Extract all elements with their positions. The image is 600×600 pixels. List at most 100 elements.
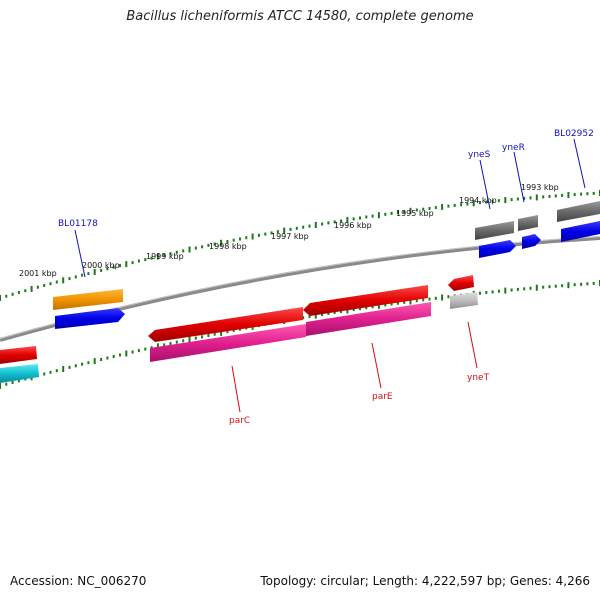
major-tick [62,366,65,372]
gene-gray-yneS[interactable] [475,221,514,240]
major-tick [314,312,317,319]
minor-tick [371,214,374,218]
major-tick [125,350,128,357]
minor-tick [175,250,178,254]
minor-tick [497,289,500,293]
minor-tick [169,342,172,345]
minor-tick [542,285,545,289]
leader-parE [371,342,382,389]
minor-tick [119,353,121,357]
minor-tick [371,305,374,309]
minor-tick [144,258,147,262]
gene-red-left[interactable] [0,346,37,364]
scale-label-1996: 1996 kbp [334,221,372,230]
minor-tick [24,289,27,293]
minor-tick [68,277,71,281]
major-tick [346,216,349,223]
minor-tick [403,300,406,304]
minor-tick [74,275,77,279]
minor-tick [479,291,481,295]
minor-tick [491,199,494,203]
minor-tick [548,194,551,198]
minor-tick [592,191,595,195]
minor-tick [333,220,336,224]
gene-cyan-left[interactable] [0,364,39,383]
minor-tick [17,379,20,383]
minor-tick [5,294,8,298]
minor-tick [340,219,343,223]
minor-tick [100,268,103,272]
minor-tick [390,211,393,215]
gene-red-parE[interactable] [303,285,428,316]
minor-tick [523,196,526,200]
gene-label-bl02952[interactable]: BL02952 [554,129,594,139]
scale-label-2001: 2001 kbp [19,269,57,278]
major-tick [504,197,507,204]
gene-label-yneS[interactable]: yneS [468,150,491,160]
scale-label-1998: 1998 kbp [209,242,247,251]
minor-tick [43,372,46,376]
major-tick [62,277,65,284]
minor-tick [5,382,8,386]
scale-label-1999: 1999 kbp [146,252,184,261]
gene-blue-yneR[interactable] [522,234,541,249]
major-tick [220,239,223,246]
minor-tick [523,287,526,291]
gene-label-yneT[interactable]: yneT [467,373,490,383]
gene-orange-bl01178[interactable] [53,289,123,310]
major-tick [0,295,1,301]
minor-tick [516,287,519,291]
minor-tick [106,267,109,271]
major-tick [125,261,128,268]
minor-tick [365,306,368,310]
minor-tick [119,264,121,268]
minor-tick [573,283,576,287]
major-tick [93,269,96,275]
gene-gray-bl02952[interactable] [557,201,600,222]
leader-yneS [479,159,491,210]
gene-magenta-parE[interactable] [306,302,431,336]
major-tick [156,253,159,260]
gene-blue-yneS[interactable] [479,240,516,258]
gene-label-bl01178[interactable]: BL01178 [58,219,98,229]
minor-tick [573,193,576,197]
minor-tick [295,226,298,230]
gene-label-parE[interactable]: parE [372,392,393,402]
minor-tick [17,291,20,294]
gene-label-parC[interactable]: parC [229,416,250,426]
gene-blue-bl02952[interactable] [561,221,600,242]
minor-tick [150,256,153,260]
gene-red-yneT[interactable] [448,275,474,291]
major-tick [188,336,191,343]
minor-tick [302,225,305,229]
gene-blue-bl01178[interactable] [55,308,125,329]
major-tick [504,287,507,294]
map-title: Bacillus licheniformis ATCC 14580, compl… [126,9,474,24]
minor-tick [194,336,197,340]
minor-tick [55,280,58,284]
minor-tick [137,259,140,263]
minor-tick [586,282,589,286]
gene-gray-yneR[interactable] [518,215,538,231]
minor-tick [365,215,368,219]
minor-tick [302,316,305,320]
minor-tick [182,249,185,253]
gene-red-parC[interactable] [148,307,303,342]
minor-tick [11,381,14,384]
gene-label-yneR[interactable]: yneR [502,143,525,153]
minor-tick [270,231,273,235]
minor-tick [43,283,46,287]
minor-tick [453,203,456,207]
leader-parC [231,365,241,413]
major-tick [346,307,349,314]
major-tick [409,298,412,305]
minor-tick [201,245,204,249]
minor-tick [460,203,463,207]
major-tick [535,194,538,201]
major-tick [188,246,191,253]
gene-lightgray-yneT[interactable] [450,292,478,309]
scale-label-1995: 1995 kbp [396,209,434,218]
minor-tick [497,199,500,203]
gene-magenta-parC[interactable] [150,324,306,362]
minor-tick [100,358,103,361]
